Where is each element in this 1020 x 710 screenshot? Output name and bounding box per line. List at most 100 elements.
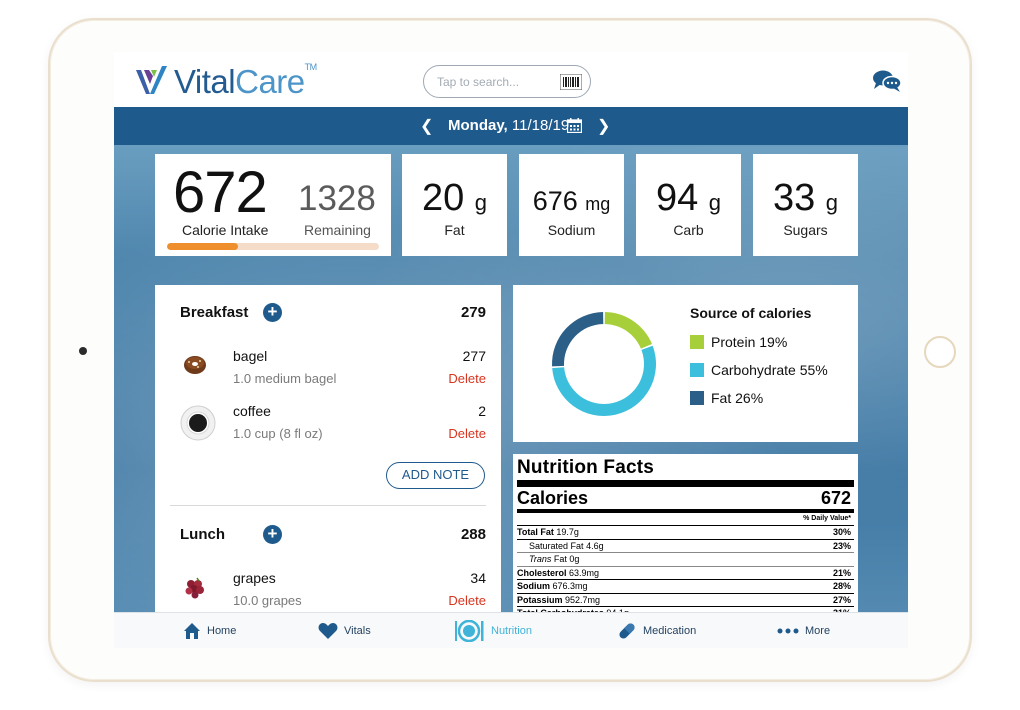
nav-nutrition[interactable]: Nutrition xyxy=(453,613,532,648)
nf-trans-fat-amount: Fat 0g xyxy=(553,554,580,564)
nf-potassium-label: Potassium xyxy=(517,594,563,605)
breakfast-total: 279 xyxy=(460,304,486,321)
heart-icon xyxy=(318,623,338,639)
app-logo: VitalCareTM xyxy=(134,61,318,100)
nf-rule-mid xyxy=(517,509,854,513)
nf-daily-value-header: % Daily Value* xyxy=(517,513,854,526)
nav-medication[interactable]: Medication xyxy=(617,613,696,648)
current-date[interactable]: Monday, 11/18/19 xyxy=(448,117,569,134)
add-breakfast-button[interactable]: + xyxy=(263,303,282,322)
calorie-progress-bar xyxy=(167,243,379,250)
legend-carbohydrate-label: Carbohydrate 55% xyxy=(711,362,828,378)
coffee-delete-button[interactable]: Delete xyxy=(448,426,486,441)
nav-vitals[interactable]: Vitals xyxy=(318,613,371,648)
chevron-right-icon[interactable]: ❯ xyxy=(597,118,611,135)
nf-total-fat-amount: 19.7g xyxy=(556,527,579,537)
nf-total-fat-label: Total Fat xyxy=(517,527,554,537)
meal-divider xyxy=(170,505,486,506)
nf-trans-fat-label: Trans xyxy=(529,554,552,564)
calorie-card[interactable]: 672 1328 Calorie Intake Remaining xyxy=(155,154,391,256)
nf-row-sodium: Sodium 676.3mg 28% xyxy=(517,580,854,594)
chevron-left-icon[interactable]: ❮ xyxy=(420,118,434,135)
calorie-sources-title: Source of calories xyxy=(690,305,812,321)
home-button[interactable] xyxy=(924,336,956,368)
nf-saturated-fat-label: Saturated Fat xyxy=(529,540,584,551)
bagel-icon xyxy=(184,356,206,374)
vitalcare-logo-icon xyxy=(136,66,167,94)
fat-card[interactable]: 20 g Fat xyxy=(402,154,507,256)
more-dots-icon xyxy=(777,628,799,634)
search-bar[interactable]: Tap to search... xyxy=(423,65,591,98)
legend-protein-label: Protein 19% xyxy=(711,334,788,350)
bagel-name[interactable]: bagel xyxy=(233,348,268,364)
carb-value: 94 g xyxy=(636,179,741,217)
coffee-calories: 2 xyxy=(478,403,486,419)
bottom-nav: Home Vitals Nutrition xyxy=(114,612,908,648)
nf-saturated-fat-amount: 4.6g xyxy=(586,540,604,551)
calorie-intake-label: Calorie Intake xyxy=(182,222,269,238)
nutrition-facts-title: Nutrition Facts xyxy=(517,457,655,478)
nf-row-cholesterol: Cholesterol 63.9mg 21% xyxy=(517,567,854,580)
nf-cholesterol-label: Cholesterol xyxy=(517,567,567,578)
nf-row-potassium: Potassium 952.7mg 27% xyxy=(517,594,854,607)
calorie-sources-card: Source of calories Protein 19% Carbohydr… xyxy=(513,285,858,442)
sodium-number: 676 xyxy=(532,186,578,216)
fat-number: 20 xyxy=(421,177,465,219)
donut-slice-carbohydrate xyxy=(552,345,656,416)
nav-medication-label: Medication xyxy=(643,625,697,637)
nf-row-total-fat: Total Fat 19.7g 30% xyxy=(517,526,854,540)
carb-number: 94 xyxy=(655,177,699,219)
legend-carbohydrate-swatch xyxy=(690,363,704,377)
sodium-unit: mg xyxy=(585,194,611,214)
calendar-icon[interactable] xyxy=(567,118,582,133)
sugars-number: 33 xyxy=(772,177,816,219)
carb-card[interactable]: 94 g Carb xyxy=(636,154,741,256)
coffee-name[interactable]: coffee xyxy=(233,403,271,419)
legend-protein-swatch xyxy=(690,335,704,349)
breakfast-title: Breakfast xyxy=(180,304,249,321)
brand-trademark: TM xyxy=(304,61,318,72)
app-screen: VitalCareTM Tap to search... ❮ Monday, 1… xyxy=(114,52,908,648)
barcode-icon[interactable] xyxy=(560,74,582,90)
sodium-value: 676 mg xyxy=(519,188,624,215)
search-input[interactable]: Tap to search... xyxy=(437,75,520,89)
sugars-card[interactable]: 33 g Sugars xyxy=(753,154,858,256)
carb-unit: g xyxy=(708,190,722,215)
brand-vital: Vital xyxy=(174,62,236,100)
nf-cholesterol-amount: 63.9mg xyxy=(569,567,600,578)
pill-icon xyxy=(619,623,635,639)
nutrition-facts-label: Nutrition Facts Calories 672 % Daily Val… xyxy=(517,457,854,621)
coffee-serving: 1.0 cup (8 fl oz) xyxy=(233,426,323,441)
nf-rule-thick xyxy=(517,480,854,487)
sodium-card[interactable]: 676 mg Sodium xyxy=(519,154,624,256)
sodium-label: Sodium xyxy=(547,222,596,238)
bagel-delete-button[interactable]: Delete xyxy=(448,371,486,386)
nav-home-label: Home xyxy=(207,625,237,637)
donut-slice-protein xyxy=(604,312,653,349)
nf-calories-row: Calories 672 xyxy=(517,487,854,509)
grapes-name[interactable]: grapes xyxy=(233,570,276,586)
donut-slice-fat xyxy=(552,312,604,367)
nav-home[interactable]: Home xyxy=(183,613,236,648)
calorie-sources-donut xyxy=(552,312,656,416)
nav-more[interactable]: More xyxy=(777,613,830,648)
home-icon xyxy=(184,623,200,639)
bagel-calories: 277 xyxy=(462,348,486,364)
add-lunch-button[interactable]: + xyxy=(263,525,282,544)
chat-bubbles-icon[interactable] xyxy=(872,69,902,93)
top-bar: VitalCareTM Tap to search... xyxy=(114,52,908,107)
grapes-delete-button[interactable]: Delete xyxy=(448,593,486,608)
nf-sodium-amount: 676.3mg xyxy=(552,581,588,591)
add-note-button[interactable]: ADD NOTE xyxy=(386,462,485,489)
nf-sodium-pct: 28% xyxy=(832,581,851,591)
legend-fat-label: Fat 26% xyxy=(711,390,764,406)
sugars-value: 33 g xyxy=(753,179,858,217)
nf-row-trans-fat: Trans Fat 0g xyxy=(517,553,854,567)
fat-value: 20 g xyxy=(402,179,507,217)
nav-nutrition-label: Nutrition xyxy=(491,625,532,637)
nf-row-saturated-fat: Saturated Fat 4.6g 23% xyxy=(517,540,854,553)
calorie-progress-fill xyxy=(167,243,239,250)
lunch-total: 288 xyxy=(460,526,486,543)
nf-calories-value: 672 xyxy=(820,488,851,508)
sugars-unit: g xyxy=(825,190,839,215)
